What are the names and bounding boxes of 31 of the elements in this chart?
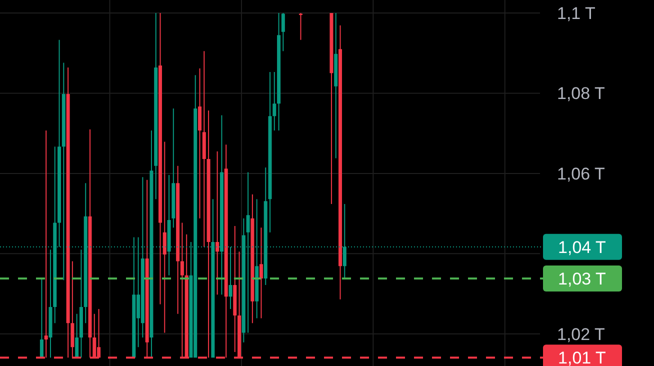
candlestick (268, 72, 272, 232)
ref-line-label: 1,04 T (558, 238, 606, 257)
candlestick (79, 250, 83, 358)
candlestick (250, 194, 254, 324)
y-tick-label: 1,06 T (557, 164, 605, 184)
candlestick (75, 314, 79, 358)
candlestick (176, 166, 180, 314)
candlestick (202, 51, 206, 247)
candlestick (277, 13, 281, 131)
candlestick (281, 13, 285, 52)
candlestick (259, 228, 263, 318)
candlestick (154, 13, 158, 200)
y-tick-label: 1,08 T (557, 84, 605, 104)
y-tick-label: 1,02 T (557, 324, 605, 344)
candlestick (162, 142, 166, 333)
candlestick (334, 13, 338, 158)
ref-line-label: 1,01 T (558, 348, 606, 366)
candlestick (172, 108, 176, 228)
candlestick (66, 68, 70, 358)
candlestick (48, 250, 52, 358)
ref-line-label: 1,03 T (558, 270, 606, 288)
candlestick (158, 13, 162, 304)
candlestick (40, 278, 44, 358)
y-tick-label: 1,1 T (557, 4, 596, 23)
candlestick (233, 226, 237, 352)
candlestick (298, 13, 302, 40)
candlestick (330, 13, 334, 204)
candlestick (198, 68, 202, 218)
candlestick (272, 72, 276, 131)
candlestick (216, 151, 220, 295)
candlestick (338, 25, 342, 300)
